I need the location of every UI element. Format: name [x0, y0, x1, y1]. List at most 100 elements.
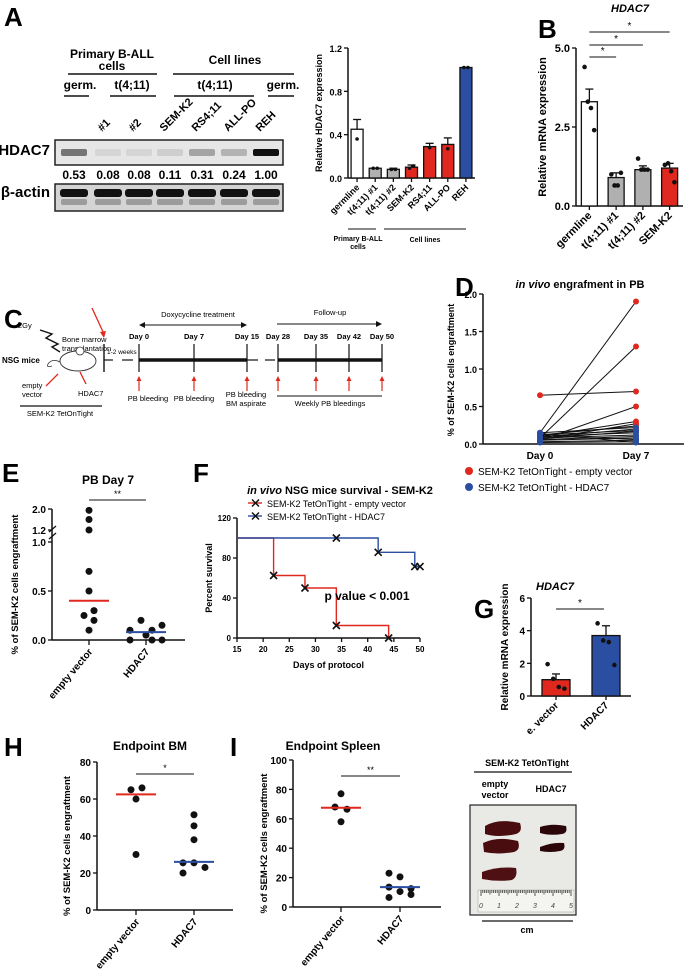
- data-point: [537, 435, 543, 442]
- timeline-day-label: Day 35: [304, 332, 328, 341]
- data-point: [127, 786, 135, 794]
- bmt-label-1: Bone marrow: [62, 335, 107, 344]
- y-axis-label: Relative mRNA expression: [500, 584, 511, 711]
- chart-title: HDAC7: [536, 581, 575, 593]
- data-point: [190, 836, 198, 844]
- data-point: [389, 167, 394, 172]
- ruler-tick-label: 3: [533, 903, 537, 910]
- timeline-day-label: Day 42: [337, 332, 361, 341]
- blot-row-hdac7: HDAC7: [0, 142, 50, 159]
- spleen-empty-1: [485, 821, 521, 836]
- hdac7-band: [61, 149, 87, 156]
- photo-col-empty-2: vector: [481, 790, 509, 800]
- y-tick-label: 100: [270, 756, 287, 767]
- paired-line: [539, 427, 637, 434]
- panel-label-b: B: [538, 14, 557, 44]
- hdac7-band: [189, 149, 215, 156]
- y-tick-label: 0: [519, 692, 525, 703]
- spleen-hdac7-2: [540, 842, 565, 852]
- x-tick-label: 30: [311, 645, 320, 654]
- paired-line: [539, 430, 637, 436]
- data-point: [595, 621, 600, 626]
- bar: [660, 167, 679, 207]
- data-point: [407, 891, 415, 899]
- y-tick-label: 0.0: [555, 201, 570, 213]
- chart-title: HDAC7: [611, 3, 650, 15]
- data-point: [137, 616, 145, 624]
- blot-row-bactin: β-actin: [1, 184, 50, 201]
- y-tick-label: 2.0: [464, 290, 477, 300]
- data-point: [642, 167, 647, 172]
- panel-label-g: G: [474, 594, 494, 624]
- irradiation-label: 2Gy: [18, 321, 32, 330]
- data-point: [85, 506, 93, 514]
- data-point: [411, 164, 416, 168]
- data-point: [668, 168, 674, 174]
- data-point: [633, 388, 639, 395]
- p-value-annotation: p value < 0.001: [324, 589, 409, 603]
- arrowhead-icon: [136, 376, 142, 381]
- timeline-day-label: Day 15: [235, 332, 259, 341]
- blot-group-primary-line1: Primary B-ALL: [70, 47, 154, 61]
- data-point: [465, 467, 473, 475]
- data-point: [638, 167, 644, 172]
- x-tick-label: empty vector: [94, 917, 143, 972]
- significance-star: **: [114, 489, 122, 499]
- y-tick-label: 1.5: [464, 328, 477, 338]
- blot-subgroup-t411-lines: t(4;11): [197, 78, 232, 92]
- data-point: [562, 686, 567, 691]
- blot-quant-value: 0.53: [62, 168, 86, 182]
- data-point: [633, 403, 639, 410]
- bar: [422, 145, 437, 179]
- blot-subgroup-t411: t(4;11): [114, 78, 149, 92]
- photo-col-hdac7: HDAC7: [535, 784, 566, 794]
- y-tick-label: 80: [222, 554, 231, 563]
- data-point: [158, 621, 166, 629]
- x-tick-label: REH: [450, 182, 471, 203]
- chart-title-italic: in vivo: [516, 279, 551, 291]
- data-point: [142, 631, 150, 639]
- arrowhead-icon: [376, 321, 382, 327]
- blot-quant-value: 1.00: [254, 168, 278, 182]
- y-tick-label: 120: [218, 514, 232, 523]
- chart-title-italic: in vivo: [247, 485, 282, 497]
- photo-header: SEM-K2 TetOnTight: [485, 758, 569, 768]
- data-point: [633, 343, 639, 350]
- arrowhead-icon: [346, 376, 352, 381]
- pb-bleeding-day0: PB bleeding: [128, 394, 168, 403]
- mouse-icon: [47, 346, 97, 372]
- y-tick-label: 2.5: [555, 122, 570, 134]
- legend-label: SEM-K2 TetOnTight - HDAC7: [478, 483, 610, 494]
- data-point: [618, 170, 624, 176]
- significance-star: *: [578, 598, 582, 609]
- y-axis-label: Percent survival: [204, 543, 214, 613]
- data-point: [375, 166, 380, 171]
- data-point: [427, 145, 432, 150]
- bactin-band-lower: [126, 199, 152, 205]
- y-tick-label: 0.4: [329, 131, 342, 141]
- paired-line: [539, 430, 637, 440]
- y-axis-label: Relative HDAC7 expression: [314, 54, 324, 172]
- data-point: [407, 166, 412, 171]
- group-label: Primary B-ALL: [333, 236, 383, 243]
- data-point: [600, 638, 606, 643]
- data-point: [537, 392, 543, 399]
- x-tick-label: 20: [259, 645, 268, 654]
- significance-star: *: [628, 21, 632, 32]
- panel-label-f: F: [193, 458, 209, 488]
- panel-label-i: I: [230, 732, 237, 762]
- data-point: [85, 567, 93, 575]
- y-tick-label: 60: [276, 815, 288, 826]
- data-point: [201, 863, 209, 871]
- data-point: [396, 888, 404, 896]
- data-point: [158, 636, 166, 644]
- empty-vector-label-1: empty: [22, 381, 43, 390]
- blot-lane-label: #1: [96, 117, 113, 134]
- bm-aspirate-day15: BM aspirate: [226, 399, 266, 408]
- ruler-tick-label: 2: [514, 903, 519, 910]
- y-tick-label: 0.5: [464, 403, 477, 413]
- x-tick-label: 45: [389, 645, 398, 654]
- data-point: [90, 607, 98, 615]
- bar: [368, 167, 382, 179]
